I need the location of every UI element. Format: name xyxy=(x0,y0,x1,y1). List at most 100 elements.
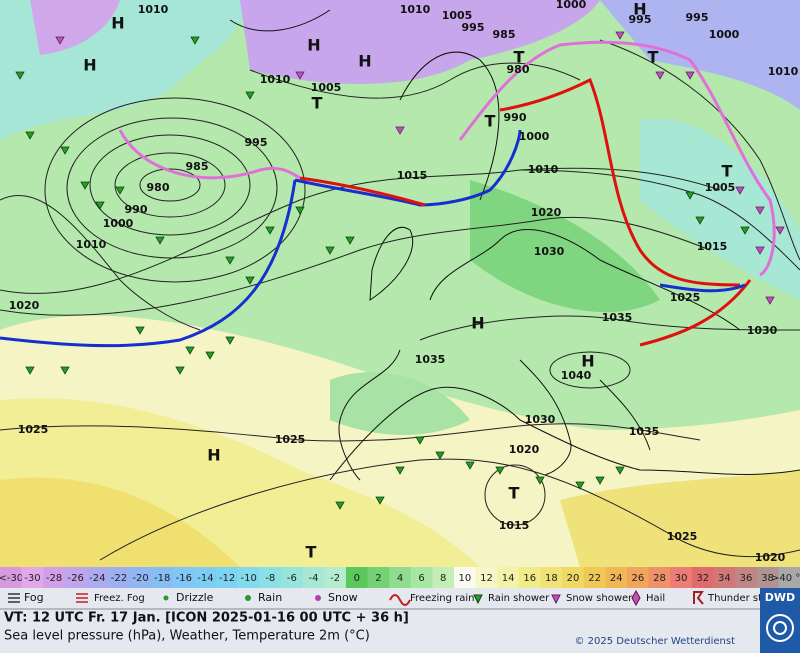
snow-shower-symbol xyxy=(755,246,765,255)
scale-cell xyxy=(302,567,325,588)
scale-cell xyxy=(583,567,606,588)
dwd-logo xyxy=(760,588,800,653)
rain-shower-symbol xyxy=(175,366,185,375)
pressure-label: 1030 xyxy=(525,413,556,426)
scale-cell xyxy=(367,567,390,588)
snow-shower-symbol xyxy=(295,71,305,80)
fog-icon xyxy=(8,593,20,603)
rain-shower-symbol xyxy=(575,481,585,490)
scale-label: -14 xyxy=(197,573,213,584)
scale-cell xyxy=(281,567,304,588)
scale-cell xyxy=(518,567,542,588)
scale-cell xyxy=(64,567,87,588)
scale-label: 24 xyxy=(610,573,623,584)
pressure-label: 1020 xyxy=(9,299,40,312)
rain-shower-symbol xyxy=(25,131,35,140)
scale-label: 16 xyxy=(523,573,536,584)
scale-cell xyxy=(324,567,347,588)
pressure-label: 1040 xyxy=(561,369,592,382)
scale-label: -26 xyxy=(68,573,84,584)
rain-shower-symbol xyxy=(190,36,200,45)
snow-shower-symbol xyxy=(755,206,765,215)
pressure-center: T xyxy=(648,48,659,67)
rain-shower-symbol xyxy=(225,256,235,265)
scale-label: -12 xyxy=(219,573,235,584)
pressure-label: 1020 xyxy=(509,443,540,456)
weather-legend-label: Freezing rain xyxy=(410,593,474,604)
weather-legend-label: Rain xyxy=(258,591,282,604)
snow-shower-symbol xyxy=(735,186,745,195)
pressure-label: 1005 xyxy=(311,81,342,94)
pressure-label: 1000 xyxy=(519,130,550,143)
pressure-label: 1025 xyxy=(18,423,49,436)
coastlines xyxy=(229,9,800,481)
rain-shower-symbol xyxy=(15,71,25,80)
pressure-label: 995 xyxy=(629,13,652,26)
scale-cell xyxy=(129,567,152,588)
scale-label: -22 xyxy=(111,573,127,584)
scale-label: -6 xyxy=(287,573,297,584)
dwd-logo-text: DWD xyxy=(765,591,795,604)
scale-label: 22 xyxy=(588,573,601,584)
scale-label: -16 xyxy=(176,573,192,584)
weather-legend-label: Fog xyxy=(24,591,44,604)
rain-shower-symbol xyxy=(95,201,105,210)
scale-cell xyxy=(389,567,412,588)
pressure-center: H xyxy=(581,352,594,371)
rain-shower-symbol xyxy=(435,451,445,460)
scale-label: -2 xyxy=(330,573,340,584)
scale-label: 30 xyxy=(675,573,688,584)
pressure-label: 985 xyxy=(493,28,516,41)
pressure-label: 1015 xyxy=(397,169,428,182)
scale-cell xyxy=(172,567,196,588)
scale-label: 8 xyxy=(440,573,446,584)
thunderstorm-icon xyxy=(693,591,704,605)
scale-cell xyxy=(432,567,455,588)
scale-cell xyxy=(778,567,800,588)
pressure-label: 1010 xyxy=(528,163,559,176)
temperature-scale: <-30 -30 -28 -26 -24 -22 -20 -18 -16 -14 -12 -10 -8-… xyxy=(0,567,800,588)
scale-cell xyxy=(648,567,671,588)
pressure-center: T xyxy=(509,484,520,503)
fronts xyxy=(0,40,776,348)
scale-cell xyxy=(691,567,715,588)
rain-shower-symbol xyxy=(395,466,405,475)
scale-cell xyxy=(108,567,131,588)
scale-cell xyxy=(605,567,628,588)
rain-shower-symbol xyxy=(205,351,215,360)
scale-label: >40 °C xyxy=(771,573,800,584)
pressure-label: 995 xyxy=(245,136,268,149)
pressure-center: H xyxy=(207,446,220,465)
weather-legend-label: Rain shower xyxy=(488,593,550,604)
scale-label: 26 xyxy=(631,573,644,584)
description: Sea level pressure (hPa), Weather, Tempe… xyxy=(4,629,370,644)
scale-label: 32 xyxy=(696,573,709,584)
rain-shower-symbol xyxy=(695,216,705,225)
rain-shower-symbol xyxy=(495,466,505,475)
pressure-label: 1025 xyxy=(667,530,698,543)
scale-label: 6 xyxy=(418,573,424,584)
scale-label: 14 xyxy=(502,573,515,584)
snow-shower-symbol xyxy=(765,296,775,305)
pressure-label: 1015 xyxy=(697,240,728,253)
rain-shower-symbol xyxy=(60,146,70,155)
snow-icon xyxy=(315,595,321,601)
scale-cell xyxy=(627,567,650,588)
scale-cell xyxy=(454,567,477,588)
scale-label: -18 xyxy=(154,573,170,584)
pressure-center: H xyxy=(111,14,124,33)
dwd-logo-ring xyxy=(773,621,787,635)
pressure-label: 1015 xyxy=(499,519,530,532)
rain-shower-icon xyxy=(473,594,483,605)
pressure-label: 980 xyxy=(147,181,170,194)
scale-label: 34 xyxy=(718,573,731,584)
weather-symbols xyxy=(15,31,785,510)
snow-shower-symbol xyxy=(395,126,405,135)
scale-label: 2 xyxy=(375,573,381,584)
rain-shower-symbol xyxy=(60,366,70,375)
rain-shower-symbol xyxy=(245,276,255,285)
pressure-centers: H H H H T T T T T H H T H T H xyxy=(83,0,732,562)
pressure-label: 1005 xyxy=(442,9,473,22)
scale-cell xyxy=(259,567,282,588)
